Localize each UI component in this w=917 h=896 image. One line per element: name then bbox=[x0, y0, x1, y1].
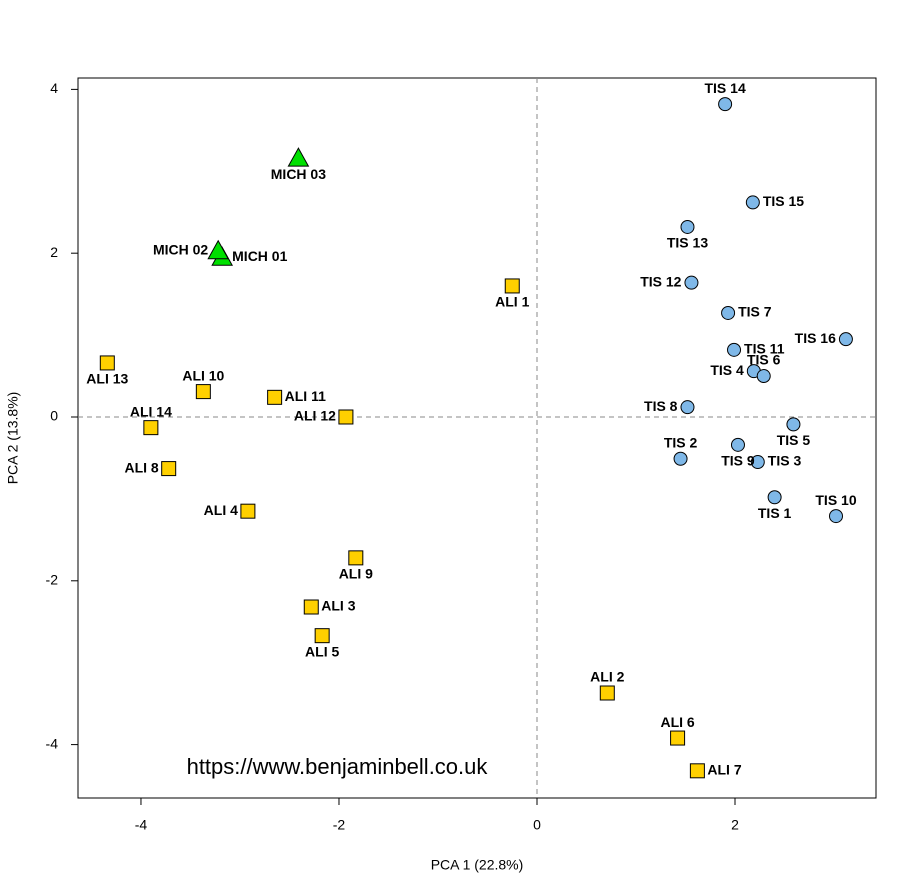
point bbox=[680, 219, 695, 234]
point bbox=[718, 97, 733, 112]
point-label: ALI 4 bbox=[204, 502, 238, 518]
point-label: TIS 13 bbox=[667, 235, 708, 251]
point-label: ALI 12 bbox=[294, 408, 336, 424]
point bbox=[730, 437, 745, 452]
point-label: ALI 10 bbox=[182, 367, 224, 383]
point-label: ALI 3 bbox=[321, 598, 355, 614]
y-tick-label: -4 bbox=[46, 735, 59, 751]
point-label: TIS 14 bbox=[704, 80, 745, 96]
y-axis-title: PCA 2 (13.8%) bbox=[5, 392, 21, 485]
point-label: TIS 4 bbox=[710, 362, 744, 378]
point bbox=[303, 599, 319, 615]
x-tick-label: -4 bbox=[135, 817, 148, 833]
point-label: ALI 9 bbox=[339, 566, 373, 582]
point bbox=[727, 342, 742, 357]
y-tick-label: -2 bbox=[46, 571, 59, 587]
point-label: TIS 1 bbox=[758, 505, 792, 521]
point bbox=[504, 278, 520, 294]
point-label: MICH 02 bbox=[153, 241, 208, 257]
point-label: ALI 8 bbox=[124, 459, 158, 475]
point-label: ALI 11 bbox=[285, 388, 326, 404]
point-label: ALI 5 bbox=[305, 643, 339, 659]
point bbox=[829, 509, 844, 524]
point bbox=[680, 400, 695, 415]
y-tick-label: 2 bbox=[50, 244, 58, 260]
point-label: ALI 1 bbox=[495, 294, 529, 310]
y-tick-label: 4 bbox=[50, 80, 58, 96]
x-tick-label: -2 bbox=[333, 817, 346, 833]
point-label: ALI 14 bbox=[130, 403, 172, 419]
point-label: TIS 3 bbox=[768, 453, 802, 469]
watermark: https://www.benjaminbell.co.uk bbox=[187, 754, 489, 779]
y-tick-label: 0 bbox=[50, 408, 58, 424]
point bbox=[240, 503, 256, 519]
point-label: TIS 7 bbox=[738, 304, 772, 320]
point bbox=[338, 409, 354, 425]
point bbox=[750, 455, 765, 470]
point bbox=[348, 550, 364, 566]
point bbox=[838, 332, 853, 347]
point bbox=[143, 420, 159, 436]
point bbox=[684, 275, 699, 290]
point-label: MICH 03 bbox=[271, 166, 326, 182]
point-label: TIS 11 bbox=[744, 341, 785, 357]
point-label: TIS 10 bbox=[815, 492, 856, 508]
point-label: ALI 7 bbox=[707, 762, 741, 778]
x-tick-label: 2 bbox=[731, 817, 739, 833]
point bbox=[673, 451, 688, 466]
point-label: TIS 8 bbox=[644, 398, 678, 414]
point bbox=[745, 195, 760, 210]
point-label: TIS 5 bbox=[777, 432, 811, 448]
point bbox=[195, 384, 211, 400]
point-label: MICH 01 bbox=[232, 248, 287, 264]
point bbox=[689, 763, 705, 779]
point bbox=[599, 685, 615, 701]
point bbox=[161, 461, 177, 477]
point-label: TIS 15 bbox=[763, 193, 804, 209]
point-label: ALI 13 bbox=[86, 371, 128, 387]
point bbox=[207, 239, 230, 260]
point-label: TIS 2 bbox=[664, 434, 698, 450]
point bbox=[670, 730, 686, 746]
point bbox=[99, 355, 115, 371]
x-axis-title: PCA 1 (22.8%) bbox=[431, 857, 524, 873]
point-label: ALI 2 bbox=[590, 669, 624, 685]
point-label: TIS 16 bbox=[795, 330, 836, 346]
point bbox=[287, 147, 310, 167]
point bbox=[314, 628, 330, 644]
plot-frame bbox=[77, 77, 877, 799]
point bbox=[786, 417, 801, 432]
point bbox=[767, 490, 782, 505]
point bbox=[756, 369, 771, 384]
point-label: TIS 12 bbox=[640, 273, 681, 289]
x-tick-label: 0 bbox=[533, 817, 541, 833]
point bbox=[721, 305, 736, 320]
point-label: TIS 6 bbox=[747, 352, 781, 368]
point-label: ALI 6 bbox=[660, 714, 694, 730]
point bbox=[267, 389, 283, 405]
point-label: TIS 9 bbox=[721, 453, 755, 469]
